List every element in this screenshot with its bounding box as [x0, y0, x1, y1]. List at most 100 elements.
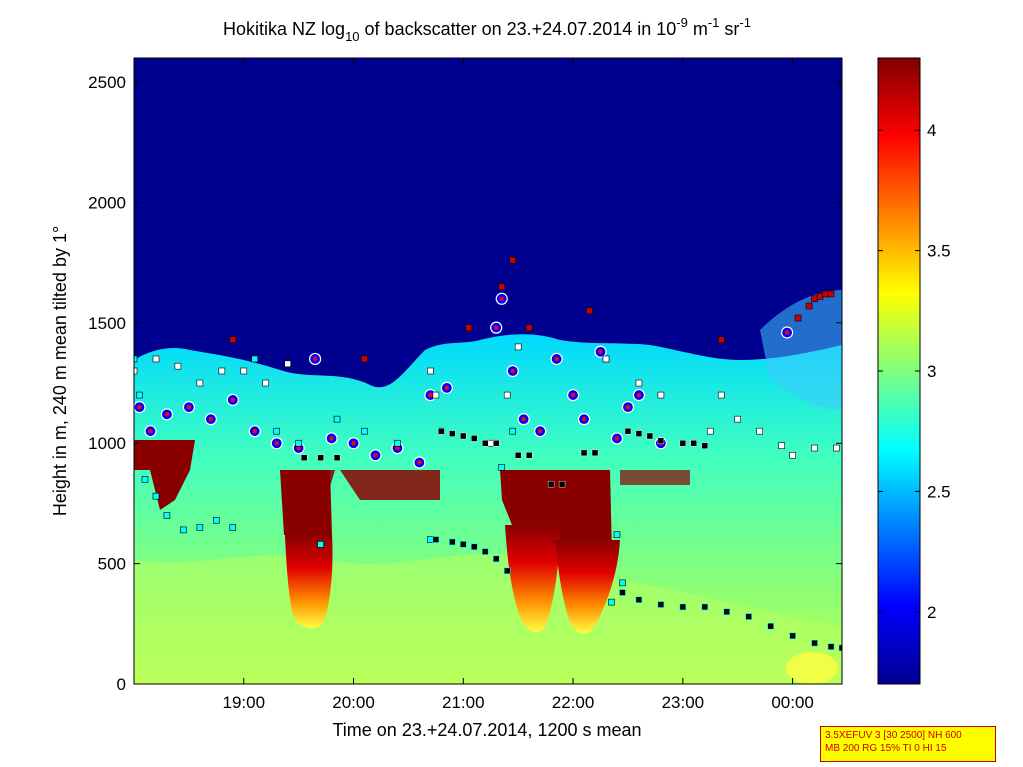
colorbar-tick-label: 3.5 [927, 242, 951, 261]
layer-marker-black [482, 440, 489, 447]
layer-marker-cyan [333, 415, 341, 423]
layer-marker-black [657, 437, 665, 445]
mixing-layer-marker [811, 639, 818, 647]
chart-title: Hokitika NZ log10 of backscatter on 23.+… [223, 15, 751, 44]
mixing-layer-marker [701, 603, 709, 611]
layer-marker-white [432, 391, 440, 399]
mixing-layer-marker [827, 643, 835, 650]
layer-marker-cyan [608, 598, 615, 606]
cloud-top-marker [805, 302, 813, 310]
layer-marker-black [514, 452, 522, 459]
mixing-layer-marker [789, 632, 796, 640]
cloud-base-marker-core [230, 397, 235, 403]
cloud-base-marker-core [373, 453, 378, 458]
info-line-1: 3.5XEFUV 3 [30 2500] NH 600 [825, 730, 962, 741]
cloud-base-marker-core [784, 330, 790, 335]
x-tick-label: 21:00 [442, 693, 485, 712]
mixing-layer-marker [481, 548, 489, 555]
layer-marker-white [262, 379, 270, 387]
layer-marker-cyan [394, 439, 401, 447]
plot-area [134, 58, 842, 684]
mixing-layer-marker [745, 613, 752, 620]
layer-marker-black [547, 480, 555, 488]
layer-marker-black [558, 480, 566, 488]
colorbar-tick-label: 3 [927, 362, 936, 381]
cloud-top-marker [586, 307, 593, 315]
mixing-layer-marker [723, 608, 731, 616]
layer-marker-black [471, 435, 478, 442]
cloud-top-marker [525, 324, 533, 331]
cloud-base-marker-core [636, 392, 642, 398]
mixing-layer-marker [460, 541, 467, 548]
y-tick-label: 1500 [88, 314, 126, 333]
layer-marker-cyan [136, 391, 143, 399]
x-tick-label: 20:00 [332, 693, 375, 712]
colorbar-axis: 2 2.5 3 3.5 4 [878, 121, 951, 622]
x-tick-label: 23:00 [662, 693, 705, 712]
cloud-base-marker-core [274, 441, 279, 446]
layer-marker-white [833, 444, 840, 452]
layer-marker-white [240, 367, 248, 375]
layer-marker-white [487, 439, 495, 447]
layer-marker-black [690, 440, 698, 447]
cloud-top-marker [361, 355, 368, 363]
cloud-top-marker [827, 290, 835, 298]
layer-marker-black [646, 432, 654, 440]
layer-marker-white [717, 391, 725, 399]
layer-marker-black [317, 454, 324, 461]
layer-marker-black [300, 454, 308, 461]
cloud-base-marker-core [614, 436, 620, 441]
layer-marker-white [134, 367, 138, 375]
info-line-2: MB 200 RG 15% TI 0 HI 15 [825, 743, 947, 754]
layer-marker-cyan [229, 524, 237, 531]
layer-marker-black [701, 442, 708, 449]
cloud-top-marker [816, 293, 824, 300]
upper-right-aerosol [760, 290, 842, 410]
layer-marker-cyan [509, 427, 516, 435]
layer-marker-cyan [180, 526, 187, 534]
x-tick-label: 19:00 [222, 693, 265, 712]
layer-marker-white [218, 367, 226, 375]
cloud-base-marker-core [537, 428, 543, 434]
precipitation-plumes [285, 525, 620, 634]
layer-marker-black [679, 440, 687, 447]
layer-marker-white [789, 451, 796, 459]
colorbar-tick-label: 2 [927, 603, 936, 622]
cloud-base-marker-core [164, 412, 170, 417]
mixing-layer-marker [503, 567, 511, 575]
layer-marker-cyan [141, 476, 149, 483]
layer-marker-cyan [619, 579, 626, 587]
layer-marker-white [196, 379, 204, 387]
cloud-top-marker [509, 256, 516, 264]
layer-marker-black [624, 427, 632, 435]
y-tick-label: 2000 [88, 193, 126, 212]
cloud-base-marker-core [570, 392, 576, 398]
cloud-base-marker-core [510, 368, 515, 374]
cloud-base-marker-core [598, 349, 603, 354]
layer-marker-cyan [134, 355, 138, 363]
layer-marker-white [706, 427, 714, 435]
mixing-layer-marker [679, 603, 687, 611]
layer-marker-cyan [498, 464, 506, 471]
mixing-layer-marker [470, 543, 478, 551]
cloud-base-marker-core [625, 404, 631, 410]
layer-marker-white [811, 444, 818, 452]
y-tick-label: 500 [98, 555, 126, 574]
layer-marker-white [602, 355, 610, 363]
mixing-layer-marker [619, 589, 626, 596]
cloud-top-marker [717, 336, 725, 344]
y-axis-label: Height in m, 240 m mean tilted by 1° [50, 226, 70, 516]
layer-marker-cyan [196, 524, 204, 531]
layer-marker-white [514, 343, 522, 351]
cloud-top-marker [498, 283, 506, 291]
layer-marker-black [591, 449, 599, 457]
cloud-base-marker-core [554, 356, 559, 362]
colorbar [877, 57, 921, 685]
cloud-base-marker-core [148, 428, 153, 434]
layer-marker-cyan [213, 516, 220, 524]
mixing-layer-marker [838, 644, 842, 652]
x-tick-label: 00:00 [771, 693, 814, 712]
colorbar-tick-label: 2.5 [927, 482, 951, 501]
mixing-layer-marker [432, 536, 440, 543]
cloud-base-marker-core [252, 428, 257, 434]
